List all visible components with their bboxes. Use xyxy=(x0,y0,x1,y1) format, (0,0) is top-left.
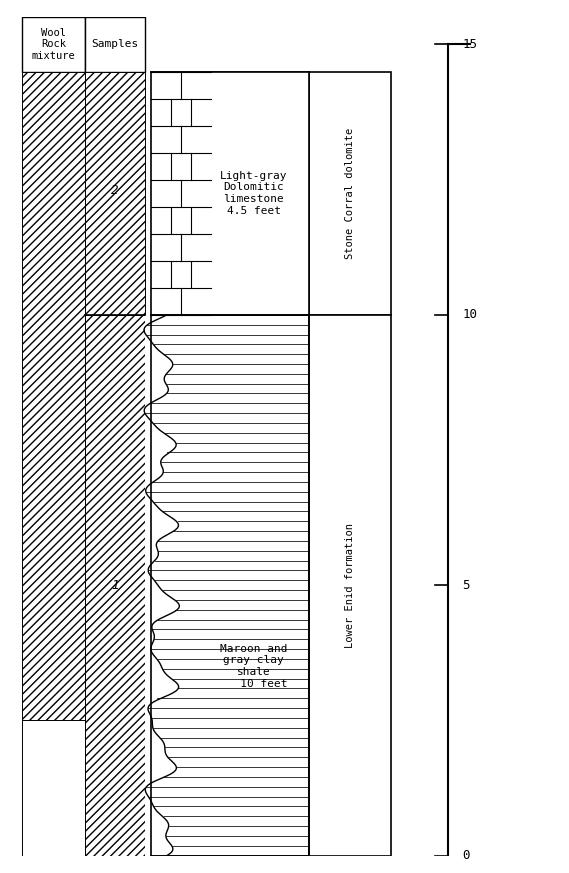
Text: Samples: Samples xyxy=(92,39,139,50)
Bar xyxy=(22,72,85,720)
Bar xyxy=(309,72,391,315)
Text: 15: 15 xyxy=(462,38,477,51)
Text: Wool
Rock
mixture: Wool Rock mixture xyxy=(32,28,76,61)
Text: Light-gray
Dolomitic
limestone
4.5 feet: Light-gray Dolomitic limestone 4.5 feet xyxy=(220,171,287,216)
Bar xyxy=(85,17,145,72)
Text: 5: 5 xyxy=(462,579,469,592)
Bar xyxy=(85,72,145,315)
Text: Stone Corral dolomite: Stone Corral dolomite xyxy=(345,127,355,258)
Bar xyxy=(211,72,309,315)
Text: Lower Enid formation: Lower Enid formation xyxy=(345,523,355,648)
Bar xyxy=(22,17,85,72)
Text: 1: 1 xyxy=(112,579,119,592)
Text: 10: 10 xyxy=(462,308,477,321)
Bar xyxy=(145,315,147,856)
Bar xyxy=(22,720,85,856)
Text: 2: 2 xyxy=(112,184,119,197)
Text: Maroon and
gray clay
shale
   10 feet: Maroon and gray clay shale 10 feet xyxy=(220,644,287,689)
Text: 0: 0 xyxy=(462,849,469,862)
Bar xyxy=(309,315,391,856)
Bar xyxy=(151,72,309,856)
Bar xyxy=(85,315,145,856)
